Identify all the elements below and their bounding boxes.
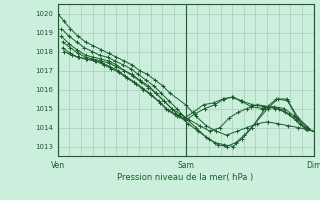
X-axis label: Pression niveau de la mer( hPa ): Pression niveau de la mer( hPa ) <box>117 173 254 182</box>
